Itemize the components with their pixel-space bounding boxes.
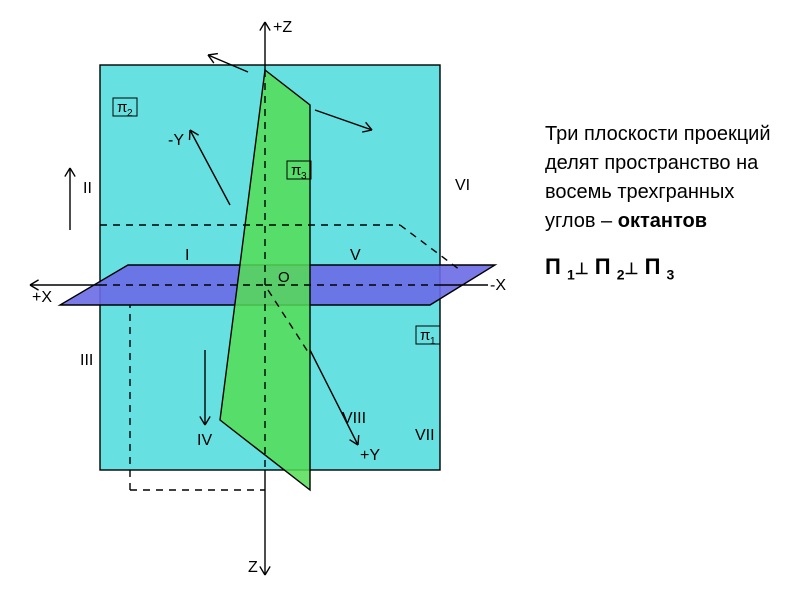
- svg-text:π: π: [117, 99, 127, 116]
- svg-text:VII: VII: [415, 427, 435, 444]
- svg-text:V: V: [350, 247, 361, 264]
- svg-text:+Z: +Z: [273, 19, 292, 36]
- svg-text:2: 2: [127, 108, 133, 119]
- svg-text:IV: IV: [197, 432, 212, 449]
- svg-text:Z: Z: [248, 559, 258, 576]
- octants-diagram: +ZZ+X-X+Y-YOπ2π3π1IIIIIIIVVVIVIIVIII: [10, 10, 530, 590]
- svg-text:I: I: [185, 247, 189, 264]
- desc-keyword: октантов: [618, 210, 707, 232]
- svg-text:+Y: +Y: [360, 447, 380, 464]
- svg-text:III: III: [80, 352, 93, 369]
- svg-text:O: O: [278, 269, 290, 286]
- svg-text:+X: +X: [32, 289, 52, 306]
- svg-text:VI: VI: [455, 177, 470, 194]
- perpendicular-formula: П 1⊥ П 2⊥ П 3: [545, 254, 785, 282]
- description-block: Три плоскости проекций делят пространств…: [545, 120, 785, 282]
- svg-text:π: π: [420, 327, 430, 344]
- svg-text:-Y: -Y: [168, 132, 184, 149]
- svg-text:π: π: [291, 162, 301, 179]
- svg-text:VIII: VIII: [342, 410, 366, 427]
- svg-text:1: 1: [430, 336, 436, 347]
- svg-text:3: 3: [301, 171, 307, 182]
- svg-text:-X: -X: [490, 277, 506, 294]
- svg-text:II: II: [83, 180, 92, 197]
